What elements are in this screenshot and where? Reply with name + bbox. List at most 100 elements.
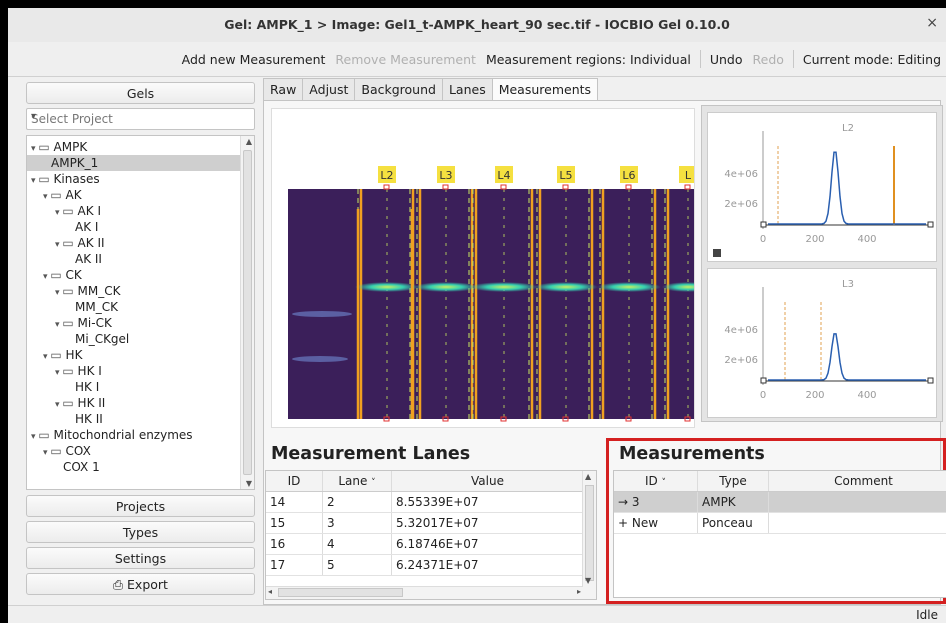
meas-col-type[interactable]: Type — [697, 471, 769, 492]
lane-label[interactable]: L2 — [378, 166, 396, 183]
scroll-right-icon[interactable]: ▸ — [576, 587, 581, 596]
tree-item[interactable]: ▾ ▭ AK II — [27, 235, 241, 251]
lane-value-cell[interactable]: 6.24371E+07 — [391, 554, 584, 576]
tree-item[interactable]: ▾ ▭ AK I — [27, 203, 241, 219]
tree-item[interactable]: Mi_CKgel — [27, 331, 241, 347]
tree-item[interactable]: ▾ ▭ Mitochondrial enzymes — [27, 427, 241, 443]
tree-item[interactable]: HK I — [27, 379, 241, 395]
tree-item[interactable]: ▾ ▭ COX — [27, 443, 241, 459]
lanes-vscroll-thumb[interactable] — [585, 485, 594, 581]
meas-comment-cell[interactable] — [768, 491, 946, 513]
auto-scale-icon[interactable] — [713, 249, 721, 257]
baseline-handle[interactable] — [927, 377, 934, 384]
lane-id-cell[interactable]: 16 — [266, 533, 323, 555]
scroll-down-icon[interactable]: ▼ — [585, 576, 592, 585]
lane-value-cell[interactable]: 5.32017E+07 — [391, 512, 584, 534]
scroll-up-icon[interactable]: ▲ — [585, 472, 592, 481]
lane-id-cell[interactable]: 14 — [266, 491, 323, 513]
meas-type-cell[interactable]: AMPK — [697, 491, 769, 513]
lane-handle[interactable] — [383, 184, 390, 190]
measurement-regions-button[interactable]: Measurement regions: Individual — [485, 51, 691, 67]
remove-measurement-button[interactable]: Remove Measurement — [335, 51, 476, 67]
meas-type-cell[interactable]: Ponceau — [697, 512, 769, 534]
lanes-col-value[interactable]: Value — [391, 471, 584, 492]
lanes-table[interactable]: ID Lane ˅ Value 14 2 8.55339E+07 15 3 5.32017… — [265, 470, 597, 600]
export-button[interactable]: ⎙ Export — [26, 573, 255, 595]
lane-number-cell[interactable]: 4 — [322, 533, 392, 555]
lanes-vscrollbar[interactable]: ▲ ▼ — [582, 471, 596, 599]
projects-button[interactable]: Projects — [26, 495, 255, 517]
expand-arrow-icon[interactable]: ▾ — [55, 288, 63, 298]
redo-button[interactable]: Redo — [752, 51, 784, 67]
table-row[interactable]: 14 2 8.55339E+07 — [266, 491, 584, 513]
lane-label[interactable]: L3 — [437, 166, 455, 183]
lane-value-cell[interactable]: 8.55339E+07 — [391, 491, 584, 513]
table-row[interactable]: 17 5 6.24371E+07 — [266, 554, 584, 576]
lane-handle[interactable] — [562, 184, 569, 190]
lane-value-cell[interactable]: 6.18746E+07 — [391, 533, 584, 555]
table-row[interactable]: 16 4 6.18746E+07 — [266, 533, 584, 555]
expand-arrow-icon[interactable]: ▾ — [31, 144, 39, 154]
tree-scrollbar[interactable]: ▲ ▼ — [240, 136, 254, 489]
tree-item[interactable]: ▾ ▭ Kinases — [27, 171, 241, 187]
lane-label[interactable]: L — [679, 166, 697, 183]
tree-item[interactable]: COX 1 — [27, 459, 241, 475]
meas-col-id[interactable]: ID ˅ — [614, 471, 698, 492]
tree-item[interactable]: AMPK_1 — [27, 155, 241, 171]
lane-label[interactable]: L6 — [620, 166, 638, 183]
tree-item[interactable]: AK I — [27, 219, 241, 235]
expand-arrow-icon[interactable]: ▾ — [43, 272, 51, 282]
expand-arrow-icon[interactable]: ▾ — [55, 208, 63, 218]
expand-arrow-icon[interactable]: ▾ — [43, 352, 51, 362]
lane-handle[interactable] — [625, 184, 632, 190]
lane-handle[interactable] — [442, 416, 449, 422]
table-row[interactable]: → 3 AMPK — [614, 491, 946, 513]
gel-image[interactable]: L2 L3 L4 L5 L6 L — [272, 109, 714, 427]
tree-item[interactable]: HK II — [27, 411, 241, 427]
lanes-hscrollbar[interactable]: ◂ ▸ — [266, 586, 583, 599]
lane-handle[interactable] — [684, 184, 691, 190]
meas-comment-cell[interactable] — [768, 512, 946, 534]
lane-label[interactable]: L4 — [495, 166, 513, 183]
meas-col-comment[interactable]: Comment — [768, 471, 946, 492]
lanes-hscroll-thumb[interactable] — [278, 588, 403, 597]
meas-id-cell[interactable]: → 3 — [614, 491, 698, 513]
lane-handle[interactable] — [500, 416, 507, 422]
tree-item[interactable]: ▾ ▭ HK I — [27, 363, 241, 379]
expand-arrow-icon[interactable]: ▾ — [55, 368, 63, 378]
lane-label[interactable]: L5 — [557, 166, 575, 183]
lane-id-cell[interactable]: 15 — [266, 512, 323, 534]
lane-number-cell[interactable]: 2 — [322, 491, 392, 513]
lane-number-cell[interactable]: 3 — [322, 512, 392, 534]
lane-handle[interactable] — [562, 416, 569, 422]
tree-item[interactable]: ▾ ▭ CK — [27, 267, 241, 283]
meas-id-cell[interactable]: + New — [614, 512, 698, 534]
tree-item[interactable]: ▾ ▭ AMPK — [27, 139, 241, 155]
expand-arrow-icon[interactable]: ▾ — [55, 400, 63, 410]
measurements-table[interactable]: ID ˅ Type Comment → 3 AMPK + New Ponceau — [613, 470, 946, 598]
tree-item[interactable]: ▾ ▭ AK — [27, 187, 241, 203]
scroll-up-icon[interactable]: ▲ — [245, 137, 252, 146]
lane-handle[interactable] — [684, 416, 691, 422]
tree-item[interactable]: MM_CK — [27, 299, 241, 315]
tree-item[interactable]: ▾ ▭ HK II — [27, 395, 241, 411]
expand-arrow-icon[interactable]: ▾ — [55, 240, 63, 250]
tree-scrollbar-thumb[interactable] — [243, 150, 252, 475]
scroll-left-icon[interactable]: ◂ — [268, 587, 273, 596]
settings-button[interactable]: Settings — [26, 547, 255, 569]
tab-raw[interactable]: Raw — [263, 78, 304, 100]
baseline-handle[interactable] — [760, 377, 767, 384]
types-button[interactable]: Types — [26, 521, 255, 543]
baseline-handle[interactable] — [927, 221, 934, 228]
mode-button[interactable]: Current mode: Editing — [802, 51, 941, 67]
tree-item[interactable]: AK II — [27, 251, 241, 267]
undo-button[interactable]: Undo — [709, 51, 743, 67]
table-row[interactable]: + New Ponceau — [614, 512, 946, 534]
table-row[interactable]: 15 3 5.32017E+07 — [266, 512, 584, 534]
lane-number-cell[interactable]: 5 — [322, 554, 392, 576]
lane-handle[interactable] — [383, 416, 390, 422]
tab-background[interactable]: Background — [354, 78, 443, 100]
tab-adjust[interactable]: Adjust — [302, 78, 356, 100]
gel-view[interactable]: L2 L3 L4 L5 L6 L — [271, 108, 714, 428]
lane-handle[interactable] — [625, 416, 632, 422]
